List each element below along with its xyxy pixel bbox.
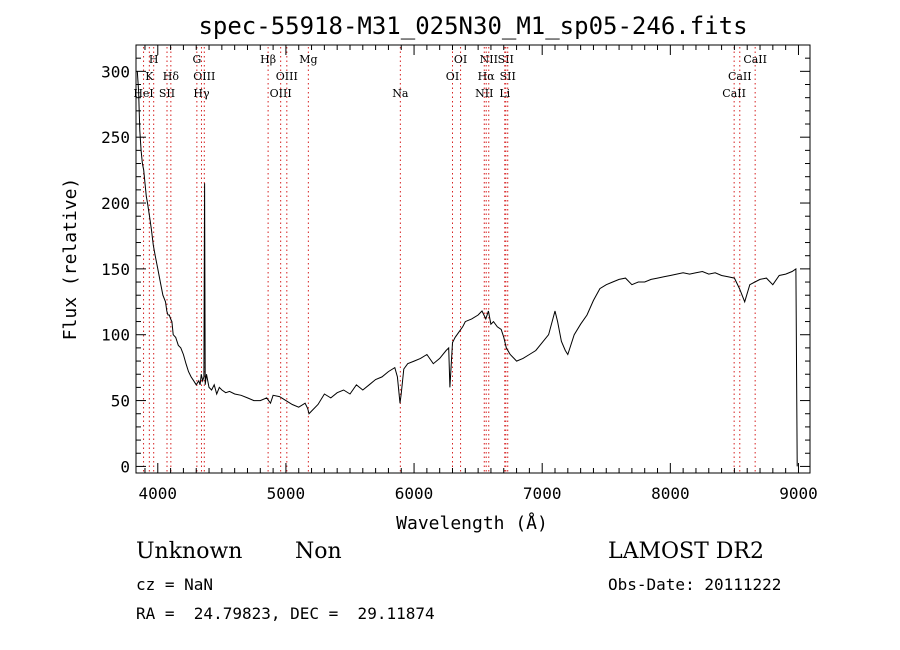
line-marker-label: CaII bbox=[743, 53, 767, 66]
chart-title: spec-55918-M31_025N30_M1_sp05-246.fits bbox=[198, 12, 747, 40]
line-marker-label: Mg bbox=[299, 53, 317, 66]
line-marker-label: H bbox=[149, 53, 159, 66]
x-tick-label: 8000 bbox=[651, 484, 690, 503]
y-tick-label: 250 bbox=[101, 128, 130, 147]
x-axis-ticks: 4000 5000 6000 7000 8000 9000 bbox=[139, 45, 818, 503]
x-tick-label: 7000 bbox=[523, 484, 562, 503]
line-marker-label: OIII bbox=[276, 70, 298, 83]
line-marker-label: OIII bbox=[193, 70, 215, 83]
plot-frame bbox=[135, 44, 811, 474]
x-tick-label: 5000 bbox=[267, 484, 306, 503]
line-marker-label: Na bbox=[392, 87, 409, 100]
data-release: LAMOST DR2 bbox=[608, 539, 764, 564]
spectrum-line bbox=[136, 71, 798, 467]
line-marker-label: CaII bbox=[722, 87, 746, 100]
y-tick-label: 300 bbox=[101, 62, 130, 81]
line-marker-label: SII bbox=[498, 53, 514, 66]
line-marker-label: Hγ bbox=[193, 87, 210, 100]
observation-date: Obs-Date: 20111222 bbox=[608, 575, 782, 594]
line-marker-label: SII bbox=[500, 70, 516, 83]
line-marker-label: G bbox=[192, 53, 201, 66]
x-tick-label: 6000 bbox=[395, 484, 434, 503]
line-marker-label: OIII bbox=[270, 87, 292, 100]
line-marker-label: OI bbox=[454, 53, 467, 66]
line-marker-label: Hα bbox=[478, 70, 496, 83]
x-tick-label: 4000 bbox=[139, 484, 178, 503]
y-tick-label: 50 bbox=[111, 392, 130, 411]
line-marker-label: NII bbox=[475, 87, 493, 100]
line-marker-label: SII bbox=[159, 87, 175, 100]
coordinates: RA = 24.79823, DEC = 29.11874 bbox=[136, 604, 435, 623]
line-marker-label: Hβ bbox=[260, 53, 276, 66]
line-marker-label: OI bbox=[446, 70, 459, 83]
line-marker-label: K bbox=[145, 70, 154, 83]
object-subclass: Non bbox=[295, 539, 342, 564]
line-marker-label: NII bbox=[480, 53, 498, 66]
y-axis-ticks: 0 50 100 150 200 250 300 bbox=[101, 57, 810, 476]
line-marker-label: CaII bbox=[728, 70, 752, 83]
y-tick-label: 0 bbox=[120, 457, 130, 476]
x-axis-label: Wavelength (Å) bbox=[396, 512, 548, 534]
line-marker-label: Hδ bbox=[163, 70, 180, 83]
redshift-cz: cz = NaN bbox=[136, 575, 214, 594]
y-tick-label: 100 bbox=[101, 326, 130, 345]
y-tick-label: 150 bbox=[101, 260, 130, 279]
line-marker-label: Li bbox=[499, 87, 510, 100]
object-class: Unknown bbox=[136, 539, 243, 564]
y-tick-label: 200 bbox=[101, 194, 130, 213]
y-axis-label: Flux (relative) bbox=[60, 178, 81, 341]
x-tick-label: 9000 bbox=[779, 484, 818, 503]
